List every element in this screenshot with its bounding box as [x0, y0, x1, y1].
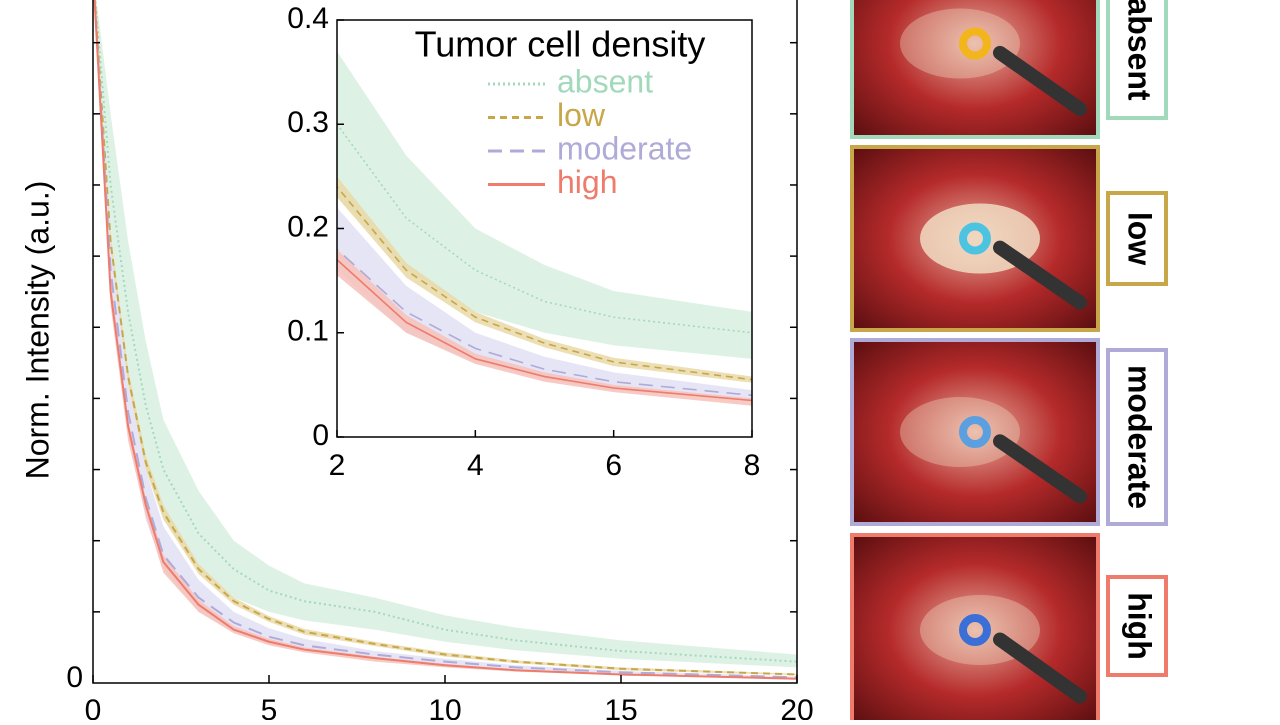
curves [93, 0, 797, 680]
photo-frame [850, 0, 1100, 139]
legend-label: low [557, 97, 606, 133]
inset-chart: 2 4 6 8 0 0.1 0.2 0.3 0.4 Tumor cell densityabsen… [267, 0, 772, 487]
probe [993, 632, 1087, 704]
photo-panels: absent low moderate high [850, 0, 1168, 725]
probe [993, 240, 1087, 310]
series-line [93, 0, 797, 679]
series-line [93, 0, 797, 676]
curves [337, 51, 752, 406]
series-line [337, 121, 752, 334]
legend-label: high [557, 164, 618, 200]
legend-label: moderate [557, 130, 692, 166]
y-tick-label: 0.2 [287, 210, 329, 243]
x-tick-label: 2 [329, 449, 346, 482]
x-tick-label: 4 [467, 449, 484, 482]
series-line [337, 247, 752, 397]
x-tick-label: 5 [261, 694, 278, 720]
panel-label: absent [1122, 0, 1158, 101]
probe-track [959, 222, 991, 255]
y-tick-label: 0.4 [287, 2, 329, 35]
legend-title: Tumor cell density [415, 24, 706, 65]
photo-frame [850, 533, 1100, 725]
panel-label: high [1122, 592, 1158, 660]
label-box [1106, 0, 1168, 120]
photo-frame [850, 338, 1100, 526]
probe [993, 45, 1087, 116]
y-tick-label: 0.1 [287, 315, 329, 348]
x-tick-label: 8 [744, 449, 761, 482]
probe-track [959, 27, 991, 60]
x-tick-label: 10 [428, 694, 461, 720]
label-box [1106, 575, 1168, 677]
y-axis-label: Norm. Intensity (a.u.) [19, 181, 55, 480]
panel-label: low [1122, 212, 1158, 265]
probe-track [959, 416, 991, 448]
label-box [1106, 348, 1168, 526]
x-tick-label: 15 [604, 694, 637, 720]
panel-label: moderate [1122, 365, 1158, 509]
confidence-band [337, 207, 752, 401]
series-line [93, 0, 797, 680]
probe [993, 434, 1087, 504]
x-tick-label: 6 [605, 449, 622, 482]
series-line [337, 184, 752, 381]
probe-track [959, 614, 991, 646]
label-box [1106, 191, 1168, 286]
series-line [337, 257, 752, 402]
confidence-band [337, 176, 752, 383]
confidence-band [337, 51, 752, 359]
x-tick-label: 0 [85, 694, 102, 720]
x-tick-label: 20 [780, 694, 813, 720]
legend-label: absent [557, 63, 653, 99]
y-tick-label: 0 [66, 661, 83, 694]
y-tick-label: 0.3 [287, 106, 329, 139]
confidence-band [337, 249, 752, 406]
y-tick-label: 0 [312, 419, 329, 452]
